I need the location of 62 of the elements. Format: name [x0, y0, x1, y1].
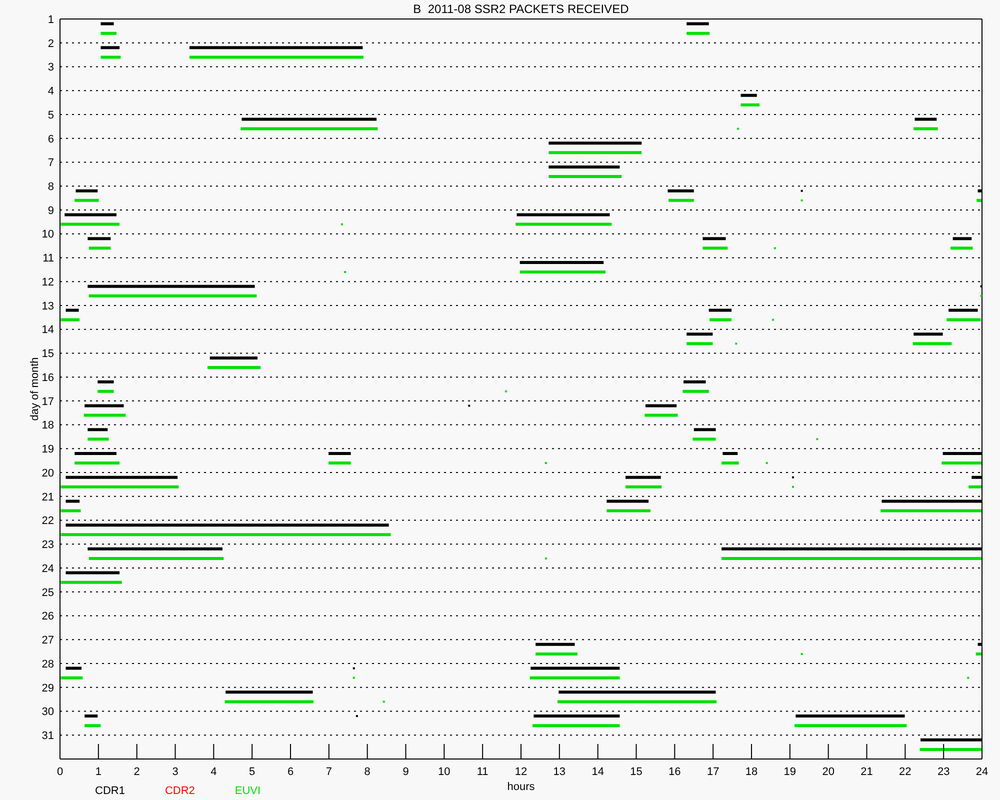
y-tick-label: 29	[42, 682, 54, 694]
y-tick-label: 17	[42, 396, 54, 408]
y-tick-label: 6	[48, 133, 54, 146]
y-tick-label: 15	[42, 348, 54, 360]
y-tick-label: 16	[42, 372, 54, 384]
y-tick-label: 7	[48, 157, 54, 170]
x-tick-label: 18	[745, 766, 758, 778]
chart-title: B 2011-08 SSR2 PACKETS RECEIVED	[412, 1, 630, 17]
y-tick-label: 26	[42, 610, 54, 623]
x-tick-label: 23	[937, 766, 950, 778]
x-axis-title: hours	[507, 781, 535, 793]
x-tick-label: 8	[364, 766, 370, 778]
y-tick-label: 9	[48, 204, 54, 217]
y-tick-label: 19	[42, 444, 54, 456]
x-tick-label: 2	[134, 766, 140, 778]
y-tick-label: 24	[42, 562, 54, 575]
x-tick-label: 12	[514, 766, 528, 778]
x-tick-label: 20	[822, 766, 834, 778]
x-tick-label: 15	[630, 766, 642, 778]
y-tick-label: 2	[48, 38, 54, 50]
x-tick-label: 14	[592, 766, 604, 778]
text: EUVI	[234, 785, 261, 798]
x-tick-label: 13	[553, 766, 566, 778]
y-tick-label: 4	[48, 86, 54, 98]
y-tick-label: 30	[42, 706, 54, 718]
y-tick-label: 5	[48, 109, 54, 122]
y-tick-label: 20	[42, 467, 54, 480]
y-tick-label: 10	[42, 228, 54, 241]
x-tick-label: 11	[476, 766, 488, 778]
y-tick-label: 14	[42, 324, 54, 336]
y-tick-label: 22	[42, 515, 54, 528]
y-tick-label: 23	[42, 539, 54, 552]
x-tick-label: 10	[438, 766, 450, 778]
x-tick-label: 1	[95, 766, 102, 778]
x-tick-label: 6	[287, 766, 294, 778]
text: CDR1	[95, 785, 125, 798]
x-tick-label: 16	[668, 766, 681, 778]
legend-label: CDR2	[164, 785, 195, 798]
x-tick-label: 24	[976, 766, 988, 778]
x-tick-label: 19	[784, 766, 796, 778]
x-tick-label: 3	[172, 766, 178, 778]
x-tick-label: 0	[56, 766, 64, 778]
x-tick-label: 21	[860, 766, 873, 778]
y-tick-label: 1	[48, 14, 54, 26]
x-tick-label: 4	[210, 766, 217, 778]
y-tick-label: 12	[42, 276, 54, 288]
y-tick-label: 13	[42, 300, 54, 312]
y-tick-label: 3	[48, 62, 54, 74]
x-tick-label: 5	[249, 766, 256, 778]
y-tick-label: 28	[42, 658, 54, 670]
y-tick-label: 31	[42, 730, 54, 742]
y-tick-label: 8	[48, 181, 54, 193]
y-tick-label: 11	[42, 252, 54, 265]
x-tick-label: 7	[326, 766, 332, 778]
y-tick-label: 27	[42, 634, 54, 647]
y-axis-title: day of month	[28, 357, 42, 421]
y-tick-label: 25	[42, 586, 54, 599]
y-tick-label: 18	[42, 420, 54, 432]
x-tick-label: 22	[899, 766, 912, 778]
y-tick-label: 21	[42, 491, 54, 504]
x-tick-label: 9	[402, 766, 409, 778]
x-tick-label: 17	[706, 766, 720, 778]
